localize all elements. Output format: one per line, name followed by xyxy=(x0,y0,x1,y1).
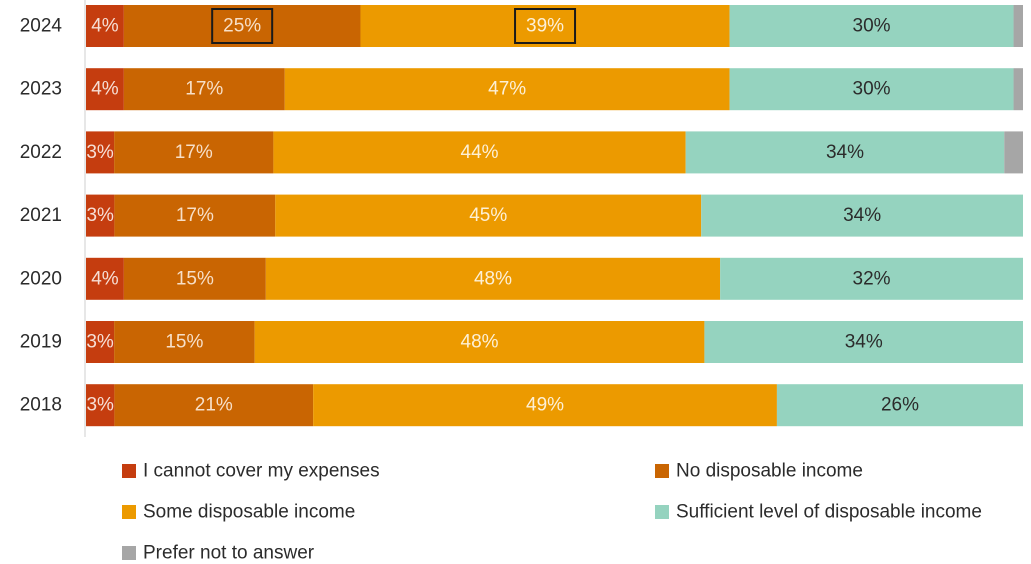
data-label-2022-some-disposable-income: 44% xyxy=(461,142,499,163)
bar-2024-i-cannot-cover-my-expenses xyxy=(86,5,124,47)
legend-item-i-cannot-cover-my-expenses: I cannot cover my expenses xyxy=(122,461,380,482)
year-label-2022: 2022 xyxy=(20,142,62,163)
bar-2022-i-cannot-cover-my-expenses xyxy=(86,131,115,174)
bar-2023-some-disposable-income xyxy=(284,68,730,111)
bar-2019-sufficient-level-of-disposable-income xyxy=(704,321,1023,363)
data-label-2023-some-disposable-income: 47% xyxy=(488,79,526,100)
data-label-2020-i-cannot-cover-my-expenses: 4% xyxy=(91,268,119,289)
legend-item-no-disposable-income: No disposable income xyxy=(655,461,863,482)
year-label-2019: 2019 xyxy=(20,332,62,353)
data-label-2021-no-disposable-income: 17% xyxy=(176,205,214,226)
data-label-2024-i-cannot-cover-my-expenses: 4% xyxy=(91,16,119,37)
legend-swatch-prefer-not-to-answer xyxy=(122,546,136,560)
data-label-2021-sufficient-level-of-disposable-income: 34% xyxy=(843,205,881,226)
highlight-box-2024-no-disposable-income xyxy=(211,8,274,44)
legend-swatch-i-cannot-cover-my-expenses xyxy=(122,464,136,478)
legend-item-some-disposable-income: Some disposable income xyxy=(122,502,355,523)
bar-2024-prefer-not-to-answer xyxy=(1013,5,1023,47)
data-label-2021-i-cannot-cover-my-expenses: 3% xyxy=(86,205,114,226)
year-label-2018: 2018 xyxy=(20,395,62,416)
legend-item-prefer-not-to-answer: Prefer not to answer xyxy=(122,543,315,564)
bar-2020-some-disposable-income xyxy=(265,257,721,300)
bar-2021-some-disposable-income xyxy=(275,194,702,237)
bar-2021-i-cannot-cover-my-expenses xyxy=(86,194,115,237)
data-label-2020-no-disposable-income: 15% xyxy=(176,268,214,289)
data-label-2018-some-disposable-income: 49% xyxy=(526,395,564,416)
data-label-2023-i-cannot-cover-my-expenses: 4% xyxy=(91,79,119,100)
bar-2023-no-disposable-income xyxy=(123,68,285,111)
data-label-2019-some-disposable-income: 48% xyxy=(461,332,499,353)
data-label-2023-sufficient-level-of-disposable-income: 30% xyxy=(853,79,891,100)
bar-2020-i-cannot-cover-my-expenses xyxy=(86,257,124,300)
bars-layer: 4% 25% 39% 30% 4% 17% 47% 30% 3% 17% 44% 34% 3% 17% 45… xyxy=(86,5,1023,427)
data-label-2024-sufficient-level-of-disposable-income: 30% xyxy=(853,16,891,37)
data-label-2023-no-disposable-income: 17% xyxy=(185,79,223,100)
bar-2022-sufficient-level-of-disposable-income xyxy=(685,131,1005,174)
legend-label-prefer-not-to-answer: Prefer not to answer xyxy=(143,543,315,564)
bar-2018-sufficient-level-of-disposable-income xyxy=(776,384,1023,427)
bar-2019-i-cannot-cover-my-expenses xyxy=(86,321,115,363)
legend-item-sufficient-level-of-disposable-income: Sufficient level of disposable income xyxy=(655,502,982,523)
bar-2024-no-disposable-income xyxy=(123,5,361,47)
bar-2018-i-cannot-cover-my-expenses xyxy=(86,384,115,427)
data-label-2022-no-disposable-income: 17% xyxy=(175,142,213,163)
legend-label-some-disposable-income: Some disposable income xyxy=(143,502,355,523)
data-label-2018-no-disposable-income: 21% xyxy=(195,395,233,416)
bar-2018-no-disposable-income xyxy=(114,384,314,427)
data-label-2019-sufficient-level-of-disposable-income: 34% xyxy=(845,332,883,353)
bar-2021-no-disposable-income xyxy=(114,194,276,237)
data-label-2024-some-disposable-income: 39% xyxy=(526,16,564,37)
bar-2018-some-disposable-income xyxy=(313,384,777,427)
year-label-2020: 2020 xyxy=(20,268,62,289)
data-label-2024-no-disposable-income: 25% xyxy=(223,16,261,37)
data-label-2020-sufficient-level-of-disposable-income: 32% xyxy=(853,268,891,289)
bar-2023-sufficient-level-of-disposable-income xyxy=(729,68,1014,111)
legend: I cannot cover my expenses No disposable … xyxy=(122,461,982,564)
bar-2022-prefer-not-to-answer xyxy=(1004,131,1023,174)
bar-2020-sufficient-level-of-disposable-income xyxy=(720,257,1023,300)
legend-label-i-cannot-cover-my-expenses: I cannot cover my expenses xyxy=(143,461,380,482)
year-label-2021: 2021 xyxy=(20,205,62,226)
bar-2019-some-disposable-income xyxy=(254,321,705,363)
legend-swatch-sufficient-level-of-disposable-income xyxy=(655,505,669,519)
highlight-box-2024-some-disposable-income xyxy=(514,8,577,44)
bar-2022-some-disposable-income xyxy=(273,131,686,174)
data-label-2018-sufficient-level-of-disposable-income: 26% xyxy=(881,395,919,416)
legend-swatch-some-disposable-income xyxy=(122,505,136,519)
bar-2024-some-disposable-income xyxy=(360,5,730,47)
year-labels: 2024 2023 2022 2021 2020 2019 2018 xyxy=(20,16,63,416)
year-label-2023: 2023 xyxy=(20,79,62,100)
year-label-2024: 2024 xyxy=(20,16,63,37)
data-label-2021-some-disposable-income: 45% xyxy=(469,205,507,226)
legend-label-sufficient-level-of-disposable-income: Sufficient level of disposable income xyxy=(676,502,982,523)
data-label-2019-no-disposable-income: 15% xyxy=(165,332,203,353)
data-label-2018-i-cannot-cover-my-expenses: 3% xyxy=(86,395,114,416)
data-label-2020-some-disposable-income: 48% xyxy=(474,268,512,289)
bar-2022-no-disposable-income xyxy=(114,131,274,174)
bar-2023-prefer-not-to-answer xyxy=(1013,68,1023,111)
bar-2019-no-disposable-income xyxy=(114,321,255,363)
bar-2021-sufficient-level-of-disposable-income xyxy=(701,194,1023,237)
bar-2023-i-cannot-cover-my-expenses xyxy=(86,68,124,111)
data-label-2022-sufficient-level-of-disposable-income: 34% xyxy=(826,142,864,163)
legend-swatch-no-disposable-income xyxy=(655,464,669,478)
data-label-2022-i-cannot-cover-my-expenses: 3% xyxy=(86,142,114,163)
data-label-2019-i-cannot-cover-my-expenses: 3% xyxy=(86,332,114,353)
bar-2020-no-disposable-income xyxy=(123,257,266,300)
bar-2024-sufficient-level-of-disposable-income xyxy=(729,5,1014,47)
legend-label-no-disposable-income: No disposable income xyxy=(676,461,863,482)
